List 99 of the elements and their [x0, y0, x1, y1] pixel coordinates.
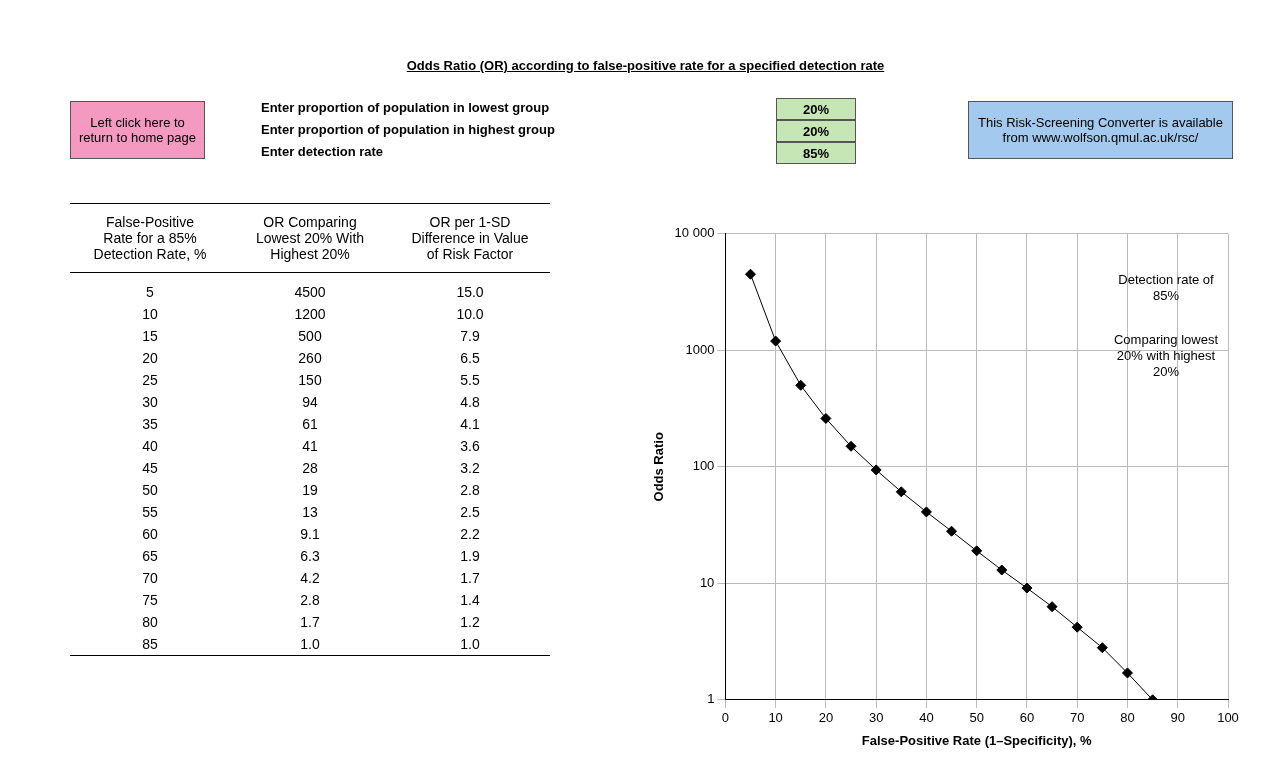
point — [920, 506, 932, 518]
point — [1121, 667, 1133, 679]
text: Enter proportion of population in lowest group — [261, 100, 550, 115]
data-label: 260 — [297, 349, 323, 368]
y-tick-label: 1 — [707, 691, 715, 707]
data-label: 1.0 — [299, 635, 321, 654]
y-tick-label: 35 — [141, 415, 159, 434]
data-label: 1.2 — [459, 613, 481, 632]
data-label: 1.4 — [459, 591, 481, 610]
y-tick-label: 85 — [141, 635, 159, 654]
text: Enter proportion of population in highest group — [261, 122, 555, 137]
annotation: Comparing lowest 20% with highest 20% — [1113, 331, 1219, 379]
data-label: 3.2 — [459, 459, 481, 478]
data-label: 150 — [297, 371, 323, 390]
y-tick-label: 25 — [141, 371, 159, 390]
y-tick-label: 75 — [141, 591, 159, 610]
y-axis-title: Odds Ratio — [651, 432, 667, 502]
data-label: 6.3 — [299, 547, 321, 566]
x-tick-label: 0 — [721, 710, 729, 726]
y-tick-label: 100 — [692, 458, 715, 474]
data-label: 94 — [301, 393, 319, 412]
x-tick-label: 30 — [868, 710, 884, 726]
data-label: 4.8 — [459, 393, 481, 412]
point — [795, 379, 807, 391]
data-label: 500 — [297, 327, 323, 346]
text: Enter detection rate — [261, 144, 384, 159]
data-label: 2.8 — [299, 591, 321, 610]
y-tick-label: 80 — [141, 613, 159, 632]
x-tick-label: 60 — [1019, 710, 1035, 726]
data-label: 13 — [301, 503, 319, 522]
data-label: 3.6 — [459, 437, 481, 456]
x-tick-label: OR per 1-SD Difference in Value of Risk Factor — [410, 213, 530, 264]
annotation: Detection rate of 85% — [1118, 271, 1215, 303]
data-label: 9.1 — [299, 525, 321, 544]
text: 85% — [776, 142, 856, 164]
y-tick-label: 45 — [141, 459, 159, 478]
point — [820, 412, 832, 424]
text: 20% — [776, 98, 856, 120]
y-tick-label: 10 000 — [674, 225, 715, 241]
point — [870, 464, 882, 476]
data-label: 4500 — [293, 283, 327, 302]
point — [744, 268, 756, 280]
x-tick-label: 80 — [1120, 710, 1135, 726]
data-label: 7.9 — [459, 327, 481, 346]
data-label: 15.0 — [455, 283, 485, 302]
point — [971, 545, 983, 557]
y-tick-label: 50 — [141, 481, 159, 500]
data-label: 4.2 — [299, 569, 321, 588]
data-label: 1.0 — [459, 635, 481, 654]
y-tick-label: 30 — [141, 393, 159, 412]
data-label: 28 — [301, 459, 319, 478]
data-label: 5.5 — [459, 371, 481, 390]
point — [946, 525, 958, 537]
data-label: 4.1 — [459, 415, 481, 434]
point — [895, 486, 907, 498]
point — [1021, 582, 1033, 594]
x-tick-label: 100 — [1217, 710, 1239, 726]
x-tick-label: 10 — [768, 710, 783, 726]
x-tick-label: 90 — [1170, 710, 1185, 726]
point — [845, 440, 857, 452]
x-tick-label: 40 — [919, 710, 934, 726]
y-tick-label: 65 — [141, 547, 159, 566]
data-label: 41 — [301, 437, 319, 456]
data-label: 2.8 — [459, 481, 481, 500]
point — [1071, 621, 1083, 633]
y-tick-label: 15 — [141, 327, 159, 346]
point — [770, 335, 782, 347]
data-label: 1.7 — [459, 569, 481, 588]
text: Odds Ratio (OR) according to false-positive rate for a specified detection rate — [405, 58, 886, 73]
y-tick-label: 40 — [141, 437, 159, 456]
text: 20% — [776, 120, 856, 142]
data-label: 1.7 — [299, 613, 321, 632]
y-tick-label: 10 — [141, 305, 159, 324]
text: Left click here to return to home page — [70, 101, 205, 159]
x-axis-title: False-Positive Rate (1–Specificity), % — [861, 732, 1092, 748]
x-tick-label: 20 — [818, 710, 834, 726]
y-tick-label: 70 — [141, 569, 159, 588]
data-label: 19 — [301, 481, 319, 500]
y-tick-label: 1000 — [685, 341, 715, 357]
data-label: 10.0 — [455, 305, 485, 324]
y-tick-label: 60 — [141, 525, 159, 544]
y-tick-label: 20 — [141, 349, 159, 368]
text: This Risk-Screening Converter is available from www.wolfson.qmul.ac.uk/rsc/ — [968, 101, 1233, 159]
point — [1096, 642, 1108, 654]
x-tick-label: 70 — [1069, 710, 1085, 726]
point — [1046, 601, 1058, 613]
data-label: 2.2 — [459, 525, 481, 544]
y-tick-label: 55 — [141, 503, 159, 522]
data-label: 1200 — [293, 305, 327, 324]
point — [996, 564, 1008, 576]
y-tick-label: 10 — [699, 574, 715, 590]
data-label: 6.5 — [459, 349, 481, 368]
data-label: 2.5 — [459, 503, 481, 522]
data-label: 1.9 — [459, 547, 481, 566]
x-tick-label: OR Comparing Lowest 20% With Highest 20% — [254, 213, 366, 264]
y-tick-label: 5 — [145, 283, 155, 302]
data-label: 61 — [301, 415, 319, 434]
x-tick-label: 50 — [969, 710, 984, 726]
y-axis-title: False-Positive Rate for a 85% Detection Rate, % — [92, 213, 208, 264]
